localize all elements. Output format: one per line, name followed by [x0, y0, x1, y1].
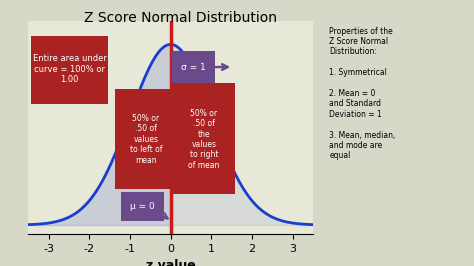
- Text: Properties of the
Z Score Normal
Distribution:

1. Symmetrical

2. Mean = 0
and : Properties of the Z Score Normal Distrib…: [329, 27, 396, 160]
- Text: μ = 0: μ = 0: [130, 202, 155, 211]
- Text: 50% or
.50 of
values
to left of
mean: 50% or .50 of values to left of mean: [130, 114, 162, 165]
- Text: Z Score Normal Distribution: Z Score Normal Distribution: [83, 11, 277, 25]
- FancyBboxPatch shape: [172, 51, 215, 83]
- X-axis label: z value: z value: [146, 259, 195, 266]
- FancyBboxPatch shape: [172, 83, 235, 194]
- Text: Entire area under
curve = 100% or
1.00: Entire area under curve = 100% or 1.00: [33, 54, 107, 84]
- FancyBboxPatch shape: [115, 89, 176, 189]
- FancyBboxPatch shape: [121, 192, 164, 221]
- FancyBboxPatch shape: [31, 36, 108, 104]
- Text: σ = 1: σ = 1: [181, 63, 206, 72]
- Text: 50% or
.50 of
the
values
to right
of mean: 50% or .50 of the values to right of mea…: [188, 109, 219, 170]
